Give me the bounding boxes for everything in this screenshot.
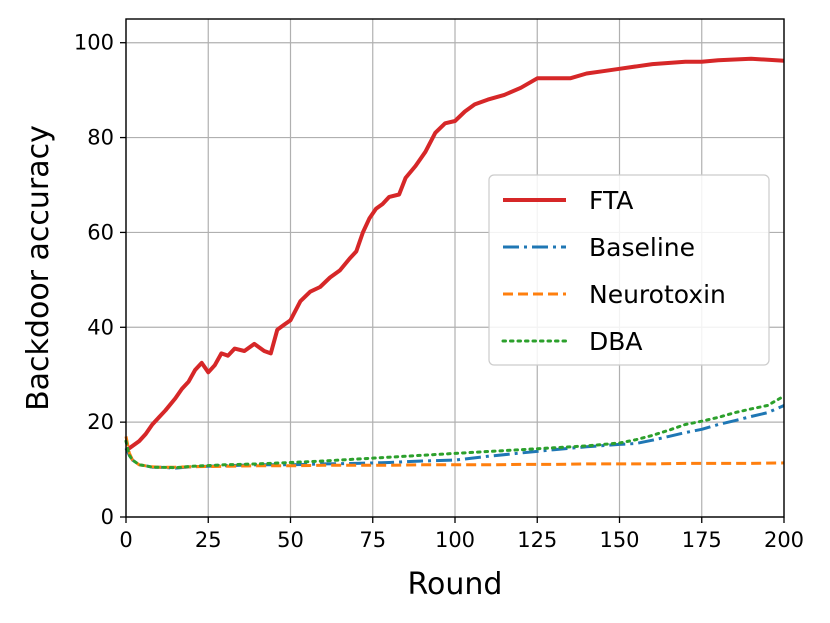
legend-label-fta: FTA [589, 186, 633, 215]
y-tick-label: 20 [87, 410, 114, 434]
legend-label-baseline: Baseline [589, 233, 695, 262]
x-tick-label: 200 [764, 528, 804, 552]
x-tick-label: 50 [277, 528, 304, 552]
x-tick-label: 100 [435, 528, 475, 552]
x-tick-label: 25 [195, 528, 222, 552]
legend-label-neurotoxin: Neurotoxin [589, 280, 726, 309]
series-line-fta [124, 56, 785, 453]
y-tick-label: 40 [87, 315, 114, 339]
legend-box [488, 174, 770, 366]
y-axis-title: Backdoor accuracy [21, 125, 56, 411]
y-tick-label: 80 [87, 126, 114, 150]
legend: FTA Baseline Neurotoxin DBA [488, 174, 770, 366]
x-axis-ticks: 0 25 50 75 100 125 150 175 200 [119, 517, 804, 552]
y-axis-ticks: 0 20 40 60 80 100 [74, 31, 126, 529]
x-tick-label: 125 [517, 528, 557, 552]
series-line-dba [124, 394, 786, 470]
x-tick-label: 0 [119, 528, 132, 552]
series-lines [124, 56, 786, 470]
x-tick-label: 75 [359, 528, 386, 552]
y-tick-label: 100 [74, 31, 114, 55]
x-axis-title: Round [408, 567, 503, 602]
x-tick-label: 175 [682, 528, 722, 552]
legend-label-dba: DBA [589, 327, 643, 356]
y-tick-label: 60 [87, 220, 114, 244]
y-tick-label: 0 [101, 505, 114, 529]
x-tick-label: 150 [599, 528, 639, 552]
